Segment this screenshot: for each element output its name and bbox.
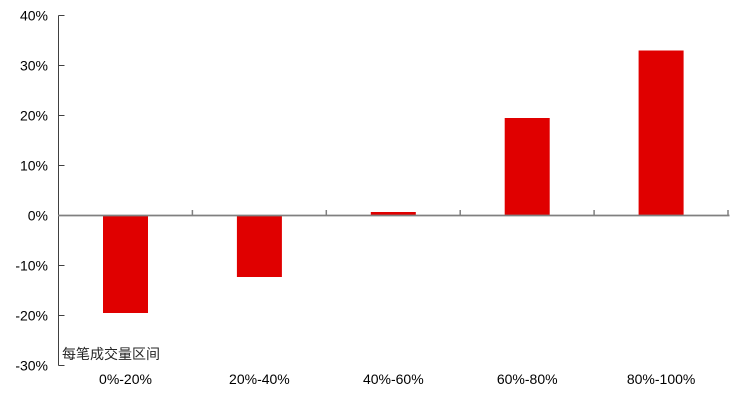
y-tick-label: -10% xyxy=(15,258,48,274)
bar-60%-80% xyxy=(504,118,550,216)
bar-20%-40% xyxy=(236,215,282,277)
y-tick-label: 20% xyxy=(20,108,48,124)
y-tick-label: -20% xyxy=(15,308,48,324)
y-tick-label: -30% xyxy=(15,358,48,374)
y-tick-label: 0% xyxy=(28,208,48,224)
x-category-label: 80%-100% xyxy=(627,371,696,387)
x-category-label: 20%-40% xyxy=(229,371,290,387)
x-category-label: 60%-80% xyxy=(497,371,558,387)
bar-40%-60% xyxy=(370,212,416,216)
y-tick-label: 30% xyxy=(20,58,48,74)
bar-80%-100% xyxy=(638,50,684,216)
x-category-label: 40%-60% xyxy=(363,371,424,387)
y-tick-label: 10% xyxy=(20,158,48,174)
y-tick-label: 40% xyxy=(20,8,48,24)
x-category-label: 0%-20% xyxy=(99,371,152,387)
bar-0%-20% xyxy=(103,215,148,313)
x-axis-caption: 每笔成交量区间 xyxy=(62,346,160,362)
